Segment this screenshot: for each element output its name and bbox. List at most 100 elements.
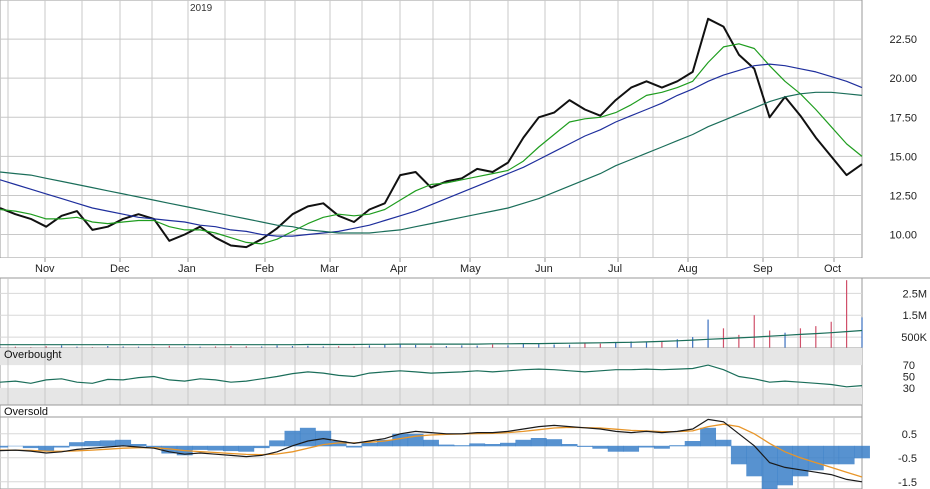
macd-histogram-bar <box>0 445 8 448</box>
macd-y-axis: 0.5 -0.5 -1.5 <box>898 429 917 489</box>
macd-histogram-bar <box>746 445 763 477</box>
macd-histogram-bar <box>392 433 409 447</box>
rsi-line <box>0 364 863 388</box>
macd-histogram-bar <box>484 444 501 447</box>
x-tick-label: Nov <box>35 263 55 275</box>
x-tick-label: Jan <box>178 263 196 275</box>
macd-histogram-bar <box>700 427 717 447</box>
macd-histogram-bar <box>669 445 686 447</box>
price-tick-label: 12.50 <box>889 190 917 202</box>
macd-histogram-bar <box>561 444 578 447</box>
rsi-tick-label: 50 <box>903 372 915 384</box>
macd-histogram-bar <box>269 440 286 447</box>
macd-histogram-bar <box>823 445 840 465</box>
macd-histogram-bar <box>238 445 255 452</box>
macd-histogram-bar <box>69 442 85 447</box>
macd-histogram-bar <box>623 445 640 452</box>
macd-histogram-bar <box>84 441 101 447</box>
macd-histogram-bar <box>376 439 393 447</box>
price-gridlines <box>0 0 862 258</box>
macd-histogram-bar <box>423 439 439 447</box>
sma-20-line <box>0 43 863 245</box>
price-tick-label: 17.50 <box>889 112 917 124</box>
volume-tick-label: 2.5M <box>903 288 927 300</box>
macd-histogram-bar <box>22 445 39 449</box>
macd-histogram-bar <box>53 445 70 448</box>
macd-histogram-bar <box>253 445 270 449</box>
macd-histogram-bar <box>653 445 670 449</box>
sma-100-line <box>0 91 863 234</box>
macd-histogram-bar <box>807 445 824 471</box>
price-y-axis: 10.00 12.50 15.00 17.50 20.00 22.50 <box>889 34 917 241</box>
macd-tick-label: -0.5 <box>898 453 917 465</box>
oversold-zone <box>0 387 862 405</box>
volume-tick-label: 1.5M <box>903 310 927 322</box>
volume-y-axis: 2.5M 1.5M 500K <box>901 288 927 344</box>
macd-histogram-bar <box>715 439 732 447</box>
volume-panel: 2.5M 1.5M 500K <box>0 277 928 349</box>
macd-histogram-bar <box>607 445 624 452</box>
overbought-zone <box>0 348 862 366</box>
x-tick-label: Oct <box>824 263 841 275</box>
macd-tick-label: 0.5 <box>902 429 917 441</box>
x-tick-label: Jul <box>608 263 622 275</box>
x-tick-label: Jun <box>535 263 553 275</box>
x-tick-label: Feb <box>255 263 274 275</box>
macd-histogram-bar <box>130 444 147 447</box>
macd-histogram-bar <box>638 445 655 448</box>
macd-histogram-bar <box>684 441 701 447</box>
price-tick-label: 22.50 <box>889 34 917 46</box>
macd-histogram-bar <box>515 439 532 447</box>
x-axis: Nov Dec Jan Feb Mar Apr May Jun Jul Aug Sep Oct <box>0 258 930 279</box>
x-tick-label: Mar <box>320 263 339 275</box>
sma-50-line <box>0 63 863 237</box>
price-tick-label: 15.00 <box>889 151 917 163</box>
x-tick-label: Aug <box>678 263 698 275</box>
macd-histogram-bar <box>145 445 162 448</box>
price-line <box>0 17 863 249</box>
macd-histogram-bar <box>207 445 224 451</box>
x-tick-label: Sep <box>753 263 773 275</box>
macd-histogram-bar <box>7 445 24 447</box>
volume-average-line <box>0 329 863 346</box>
macd-histogram-bar <box>500 442 516 447</box>
rsi-tick-label: 70 <box>903 360 915 372</box>
macd-histogram-bar <box>576 445 593 447</box>
macd-histogram-bar <box>99 440 116 447</box>
price-series <box>0 17 863 249</box>
macd-histogram-bar <box>222 445 239 452</box>
macd-histogram-bar <box>346 445 362 448</box>
price-tick-label: 10.00 <box>889 230 917 242</box>
macd-histogram-bar <box>361 442 378 447</box>
macd-histogram-bar <box>161 445 178 454</box>
macd-histogram-bar <box>115 439 132 447</box>
macd-histogram-bar <box>284 430 301 447</box>
macd-histogram-bar <box>792 445 809 477</box>
macd-histogram-bar <box>469 443 486 447</box>
x-tick-label: Apr <box>390 263 407 275</box>
macd-histogram-bar <box>530 438 547 447</box>
oversold-row: Oversold <box>0 404 863 418</box>
macd-histogram-bar <box>453 445 470 447</box>
rsi-tick-label: 30 <box>903 383 915 395</box>
macd-histogram-bar <box>192 445 209 450</box>
macd-histogram-bar <box>438 444 455 447</box>
macd-tick-label: -1.5 <box>898 477 917 489</box>
macd-line <box>0 418 863 483</box>
oversold-label: Oversold <box>4 406 48 418</box>
macd-histogram-bar <box>592 445 609 449</box>
macd-histogram-bar <box>838 445 855 465</box>
macd-histogram-bar <box>761 445 778 489</box>
macd-histogram-bar <box>299 427 316 447</box>
macd-histogram-bar <box>730 445 747 465</box>
volume-tick-label: 500K <box>901 332 927 344</box>
price-panel: 10.00 12.50 15.00 17.50 20.00 22.50 2019 <box>0 0 917 259</box>
macd-histogram-bar <box>546 439 563 447</box>
volume-bars <box>0 280 863 348</box>
overbought-label: Overbought <box>4 349 61 361</box>
macd-histogram-bar <box>854 445 870 459</box>
macd-panel: 0.5 -0.5 -1.5 <box>0 416 917 489</box>
